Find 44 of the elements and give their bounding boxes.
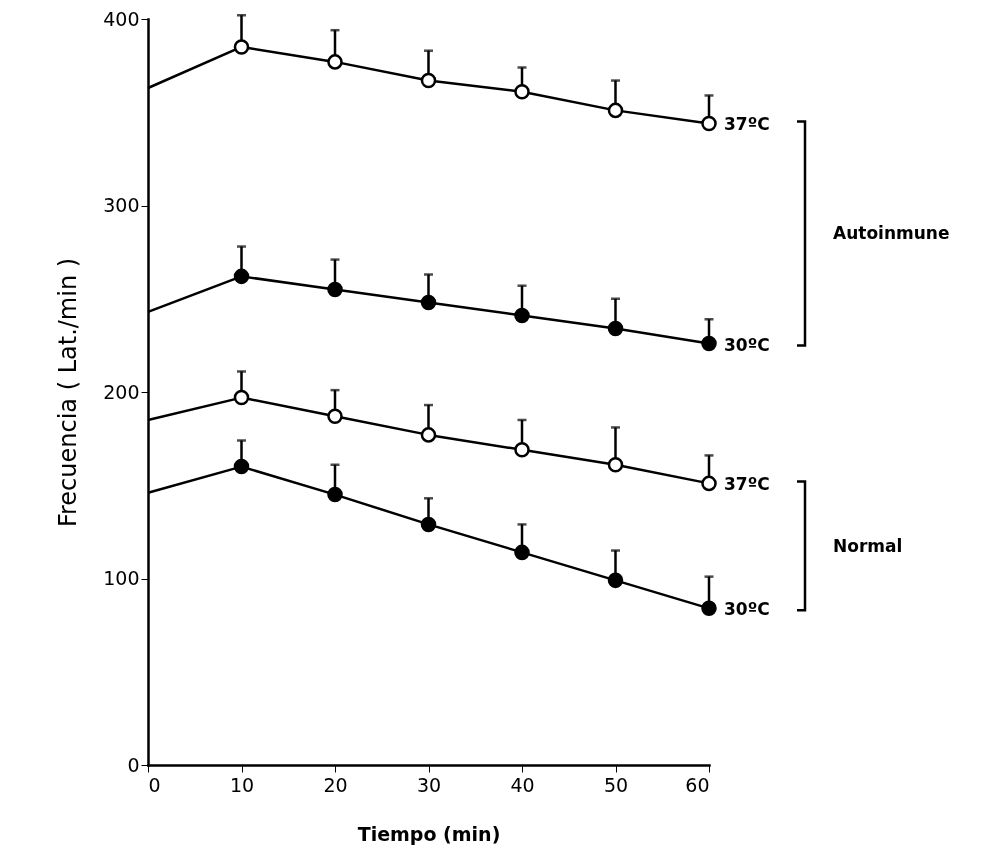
- x-tick-label: 10: [229, 773, 255, 796]
- point: [514, 544, 530, 561]
- point: [233, 39, 250, 55]
- series-label: 37ºC: [724, 114, 770, 135]
- text: Autoinmune: [833, 223, 950, 244]
- y-tick-label: 400: [103, 7, 140, 30]
- x-tick-label: 20: [323, 773, 348, 796]
- x-axis-title: Tiempo (min): [357, 822, 501, 845]
- y-tick-label: 100: [103, 567, 140, 589]
- text: Normal: [833, 535, 903, 556]
- y-axis-title: Frecuencia ( Lat./min ): [54, 257, 83, 528]
- y-tick-label: 300: [103, 194, 140, 216]
- point: [233, 268, 250, 285]
- point: [327, 486, 343, 503]
- y-tick-label: 200: [103, 380, 140, 403]
- x-tick-label: 50: [603, 773, 629, 796]
- y-tick-label: 0: [127, 753, 140, 776]
- x-tick-label: 60: [685, 773, 710, 796]
- point: [420, 72, 437, 89]
- point: [420, 294, 437, 311]
- point: [701, 115, 717, 132]
- point: [514, 83, 530, 100]
- point: [514, 442, 530, 458]
- x-tick-label: 30: [416, 773, 442, 796]
- series-label: 30ºC: [724, 334, 770, 355]
- point: [327, 281, 343, 298]
- point: [233, 458, 250, 475]
- point: [420, 427, 437, 443]
- point: [701, 475, 717, 492]
- point: [607, 456, 624, 473]
- point: [701, 335, 717, 352]
- series-label: 30ºC: [724, 599, 770, 620]
- point: [607, 320, 624, 337]
- point: [701, 600, 717, 617]
- point: [607, 572, 624, 589]
- point: [327, 408, 343, 424]
- x-tick-label: 40: [510, 773, 535, 796]
- point: [420, 516, 437, 533]
- point: [233, 389, 250, 406]
- point: [607, 102, 624, 119]
- series-label: 37ºC: [724, 474, 770, 495]
- point: [514, 307, 530, 324]
- point: [327, 54, 343, 70]
- x-tick-label: 0: [148, 773, 161, 796]
